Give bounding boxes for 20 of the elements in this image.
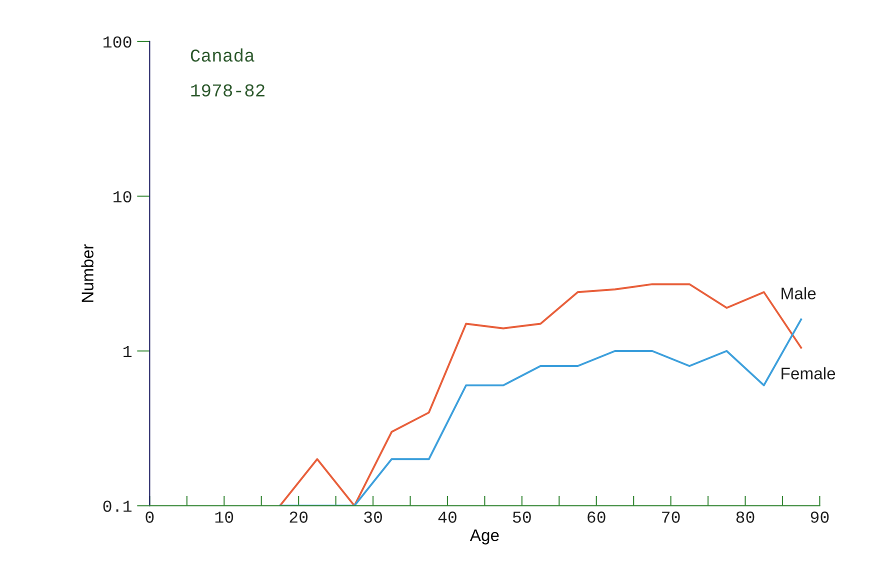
x-tick-label: 80 <box>736 512 754 523</box>
y-tick-label: 0.1 <box>103 500 132 512</box>
series-label: Female <box>782 367 836 380</box>
chart-title: Canada <box>190 48 254 62</box>
x-tick-label: 60 <box>588 512 606 523</box>
x-axis-title: Age <box>470 530 499 544</box>
y-axis-title: Number <box>81 244 94 302</box>
x-tick-label: 40 <box>438 512 456 523</box>
x-tick-label: 70 <box>662 512 680 523</box>
y-tick-label: 100 <box>104 36 132 48</box>
x-tick-label: 0 <box>146 512 154 523</box>
x-tick-label: 50 <box>512 512 531 523</box>
series-label: Male <box>782 287 816 300</box>
x-tick-label: 90 <box>810 512 829 523</box>
y-tick-label: 10 <box>114 191 132 202</box>
x-tick-label: 10 <box>215 512 234 523</box>
text: 1978-82 <box>191 84 264 97</box>
x-tick-label: 20 <box>290 512 308 523</box>
x-tick-label: 30 <box>364 512 382 523</box>
y-tick-label: 1 <box>124 346 132 358</box>
